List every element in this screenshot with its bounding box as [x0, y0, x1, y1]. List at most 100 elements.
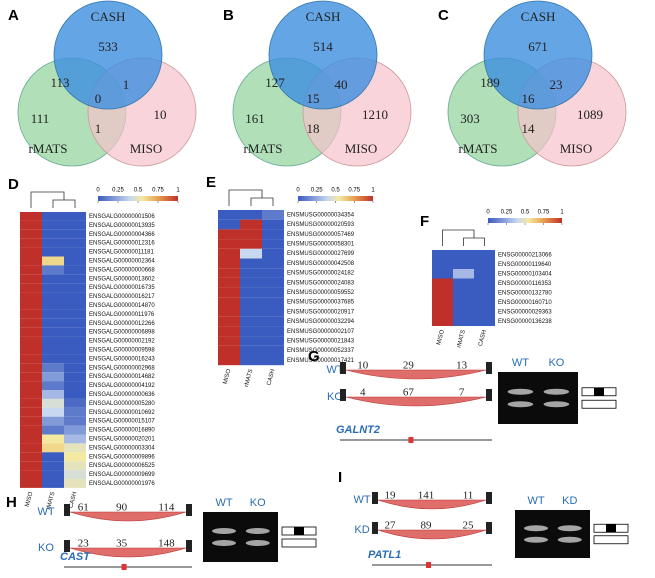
heat-cell [42, 434, 64, 444]
panel-label: D [8, 176, 19, 193]
region-count: 0 [95, 91, 102, 106]
region-count: 127 [265, 75, 285, 90]
heat-cell [20, 274, 42, 284]
heat-cell [218, 297, 240, 307]
colorbar-tick-label: 1 [371, 188, 375, 194]
exon-coverage [372, 492, 378, 504]
row-label: ENSGALG00000016217 [89, 294, 155, 300]
heat-cell [432, 259, 453, 269]
set-label: CASH [306, 9, 341, 24]
gel-band [212, 528, 236, 534]
row-label: ENSGALG00000005280 [89, 401, 155, 407]
condition-label: KD [354, 524, 369, 536]
heat-cell [20, 372, 42, 382]
region-count: 40 [335, 77, 348, 92]
row-label: ENSGALG00000011976 [89, 312, 155, 318]
row-label: ENSMUSG00000052337 [287, 348, 355, 354]
lane-label: WT [215, 497, 232, 509]
heat-cell [42, 301, 64, 310]
row-label: ENSGALG00000002192 [89, 339, 155, 345]
heat-cell [20, 461, 42, 471]
set-label: CASH [521, 9, 556, 24]
row-label: ENSMUSG00000058301 [287, 242, 355, 248]
heat-cell [20, 292, 42, 301]
region-count: 15 [307, 91, 320, 106]
row-label: ENSGALG00000003304 [89, 445, 155, 451]
gel [515, 510, 590, 558]
region-count: 10 [154, 107, 167, 122]
heat-cell [20, 425, 42, 435]
column-label: MISO [25, 491, 35, 508]
exon-coverage [340, 362, 346, 374]
lane-label: WT [512, 357, 529, 369]
heat-cell [218, 219, 240, 230]
heat-cell [218, 355, 240, 366]
heat-cell [20, 363, 42, 373]
heat-cell [262, 210, 284, 220]
heat-cell [20, 407, 42, 417]
heat-cell [64, 354, 86, 364]
heat-cell [218, 307, 240, 317]
heat-cell [64, 345, 86, 355]
row-label: ENSMUSG00000057469 [287, 232, 355, 238]
row-label: ENSMUSG00000027699 [287, 251, 355, 257]
heat-cell [64, 274, 86, 284]
region-count: 113 [50, 75, 69, 90]
lane-label: KO [548, 357, 564, 369]
junction-count: 29 [403, 360, 415, 372]
heat-cell [218, 287, 240, 298]
junction-count: 19 [385, 490, 397, 502]
heat-cell [453, 288, 474, 298]
row-label: ENSMUSG00000032294 [287, 319, 355, 325]
gel-band [245, 528, 270, 534]
heat-cell [20, 345, 42, 355]
heat-cell [262, 229, 284, 240]
row-label: ENSGALG00000014682 [89, 374, 155, 380]
lane-label: WT [527, 495, 544, 507]
region-count: 533 [98, 39, 118, 54]
row-label: ENSGALG00000014870 [89, 303, 155, 309]
heat-cell [64, 292, 86, 301]
heat-cell [240, 248, 262, 259]
heat-cell [262, 326, 284, 337]
heat-cell [42, 256, 64, 266]
row-label: ENSG00000116353 [498, 281, 552, 287]
heat-cell [453, 269, 474, 279]
gel-band [557, 536, 582, 543]
gel-band [524, 536, 548, 543]
row-label: ENSGALG00000016890 [89, 428, 155, 434]
heat-cell [240, 239, 262, 249]
row-label: ENSGALG00000010692 [89, 410, 155, 416]
panel-label: G [308, 348, 320, 365]
isoform-exon [594, 387, 604, 396]
heat-cell [42, 265, 64, 275]
junction-count: 35 [116, 538, 128, 550]
colorbar [98, 196, 178, 201]
row-label: ENSG00000119640 [498, 262, 552, 268]
panel-label: C [438, 7, 449, 24]
colorbar-tick-label: 1 [176, 188, 180, 194]
row-label: ENSMUSG00000017421 [287, 358, 355, 364]
isoform-box [581, 399, 617, 409]
row-label: ENSMUSG00000059552 [287, 290, 355, 296]
heat-cell [20, 416, 42, 426]
row-label: ENSGALG00000015107 [89, 419, 155, 425]
heat-cell [240, 345, 262, 356]
heat-cell [453, 250, 474, 260]
heat-cell [20, 398, 42, 408]
colorbar-tick-label: 0.25 [112, 188, 124, 194]
lane-label: KO [250, 497, 266, 509]
colorbar-tick-label: 0 [486, 210, 490, 216]
row-label: ENSGALG00000009896 [89, 454, 155, 460]
heat-cell [474, 316, 495, 326]
row-label: ENSGALG00000009699 [89, 472, 155, 478]
heat-cell [64, 390, 86, 399]
set-label: CASH [91, 9, 126, 24]
row-label: ENSMUSG00000021843 [287, 339, 355, 345]
heat-cell [42, 398, 64, 408]
heat-cell [218, 316, 240, 327]
heat-cell [64, 479, 86, 488]
junction-arc [69, 547, 187, 558]
column-label: rMATS [456, 329, 467, 348]
